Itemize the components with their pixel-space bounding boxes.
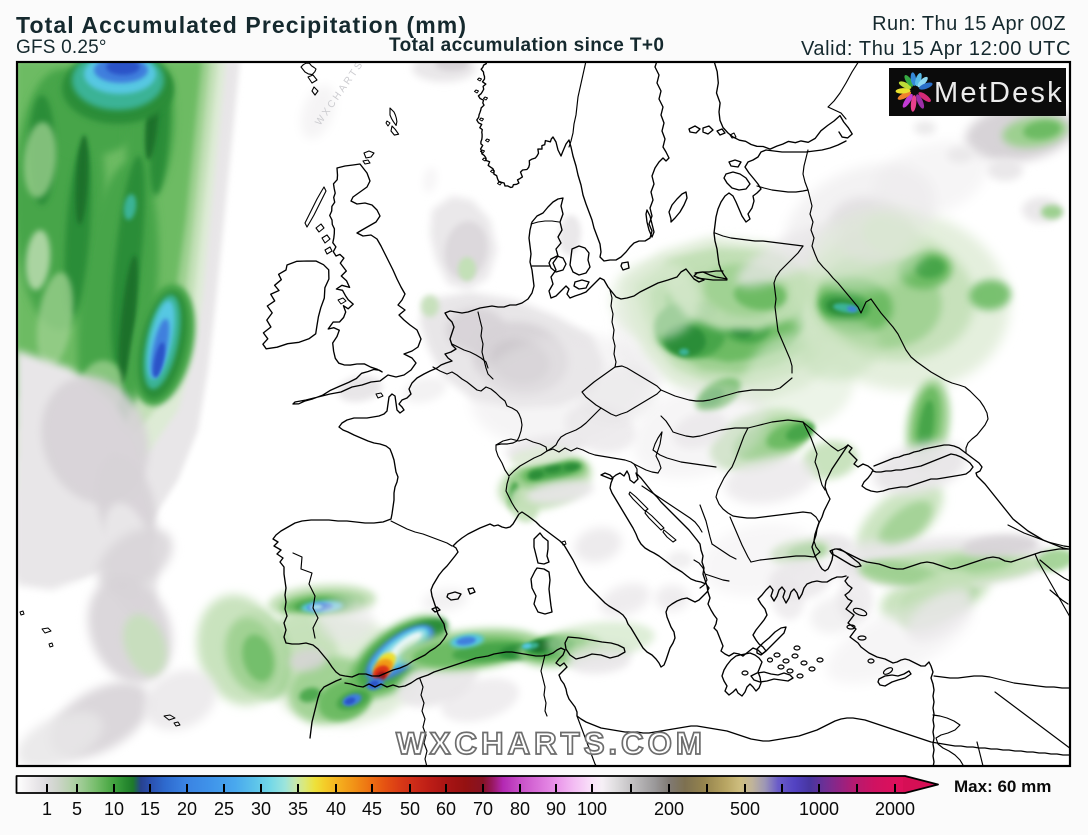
- svg-text:Max: 60 mm: Max: 60 mm: [954, 777, 1051, 796]
- svg-text:1000: 1000: [799, 799, 839, 819]
- svg-text:5: 5: [72, 799, 82, 819]
- svg-text:50: 50: [400, 799, 420, 819]
- svg-text:80: 80: [510, 799, 530, 819]
- svg-text:100: 100: [577, 799, 607, 819]
- svg-text:500: 500: [730, 799, 760, 819]
- svg-text:MetDesk: MetDesk: [934, 77, 1064, 109]
- svg-text:10: 10: [104, 799, 124, 819]
- svg-text:40: 40: [326, 799, 346, 819]
- svg-text:35: 35: [288, 799, 308, 819]
- svg-text:WXCHARTS.COM: WXCHARTS.COM: [396, 725, 706, 761]
- svg-text:200: 200: [654, 799, 684, 819]
- svg-text:2000: 2000: [875, 799, 915, 819]
- svg-text:90: 90: [546, 799, 566, 819]
- svg-text:1: 1: [42, 799, 52, 819]
- svg-text:30: 30: [251, 799, 271, 819]
- svg-text:20: 20: [177, 799, 197, 819]
- svg-text:70: 70: [473, 799, 493, 819]
- svg-text:15: 15: [140, 799, 160, 819]
- svg-text:45: 45: [362, 799, 382, 819]
- svg-text:60: 60: [436, 799, 456, 819]
- svg-text:25: 25: [214, 799, 234, 819]
